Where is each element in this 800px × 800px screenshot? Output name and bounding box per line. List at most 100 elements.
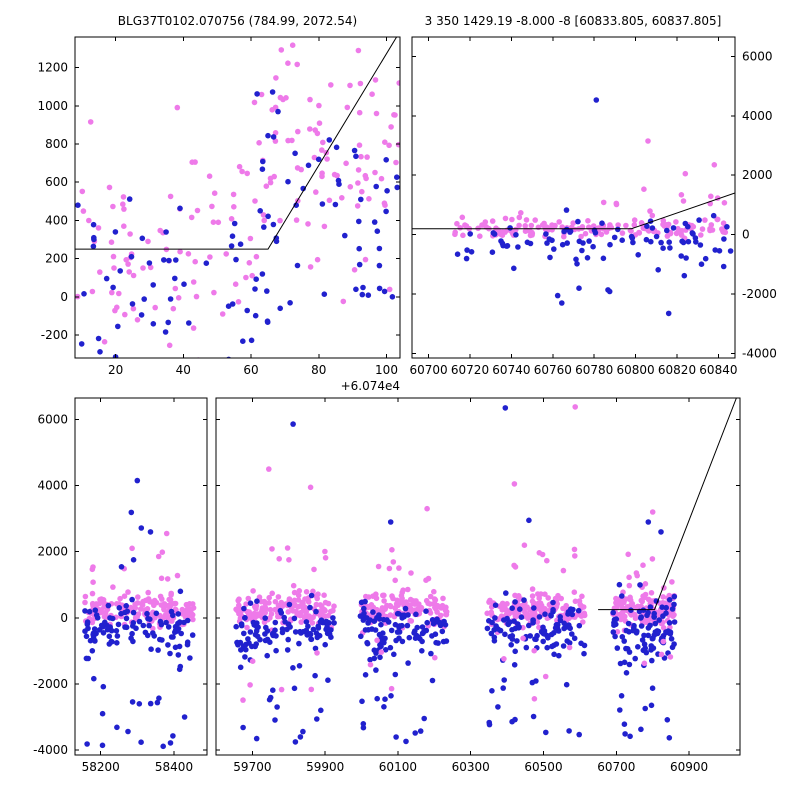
x-tick-label: 58400: [155, 760, 193, 774]
scatter-outlier-magenta: [424, 505, 430, 512]
x-tick-label: 60: [243, 363, 258, 377]
axes-spines: [74, 397, 208, 756]
scatter-cluster-magenta: [625, 551, 675, 590]
x-tick-label: 60840: [699, 363, 737, 377]
x-tick-label: 60780: [575, 363, 613, 377]
scatter-outlier-blue: [658, 529, 664, 535]
scatter-cluster-blue: [83, 644, 188, 750]
fit-line: [75, 37, 398, 250]
scatter-outlier-magenta: [511, 481, 518, 487]
y-tick-label: 6000: [742, 49, 773, 63]
scatter-cluster-blue: [486, 642, 582, 738]
axes-spines: [215, 397, 741, 756]
y-tick-label: 2000: [37, 545, 68, 559]
subplot-top-left: 20 40 60 80 100 -200 0 200 400 600 800 1000 1200 +6.0…: [37, 36, 401, 393]
x-tick-label: 59700: [233, 760, 271, 774]
x-axis-offset-label: +6.074e4: [341, 379, 400, 393]
y-tick-label: 1200: [37, 61, 68, 75]
y-tick-label: 400: [45, 213, 68, 227]
x-tick-label: 100: [375, 363, 398, 377]
y-tick-label: 6000: [37, 413, 68, 427]
scatter-cluster-blue: [75, 108, 400, 358]
x-tick-label: 60100: [379, 760, 417, 774]
scatter-outlier-blue: [387, 519, 394, 525]
scatter-cluster-blue: [357, 598, 450, 666]
x-tick-label: 60800: [617, 363, 655, 377]
scatter-cluster-magenta: [367, 637, 438, 692]
scatter-cluster-blue: [617, 644, 673, 741]
axes-spines: [411, 36, 736, 359]
scatter-cluster-blue: [82, 588, 196, 662]
x-tick-label: 60300: [452, 760, 490, 774]
x-tick-label: 60500: [524, 760, 562, 774]
x-tick-label: 60700: [597, 760, 635, 774]
scatter-cluster-magenta: [233, 588, 337, 633]
scatter-cluster-blue: [359, 650, 436, 745]
x-tick-label: 60820: [658, 363, 696, 377]
scatter-outlier-magenta: [163, 530, 170, 537]
subplot-top-right: 60700 60720 60740 60760 60780 60800 60820 60840…: [410, 36, 777, 377]
scatter-cluster-blue: [484, 590, 588, 659]
y-tick-label: 800: [45, 137, 68, 151]
y-tick-label: 0: [742, 228, 750, 242]
x-tick-label: 80: [311, 363, 326, 377]
x-tick-label: 60720: [451, 363, 489, 377]
x-tick-label: 60700: [410, 363, 448, 377]
x-tick-label: 40: [176, 363, 191, 377]
scatter-cluster-blue: [118, 509, 154, 570]
right-plot-title: 3 350 1429.19 -8.000 -8 [60833.805, 6083…: [424, 14, 722, 28]
scatter-outlier-magenta: [645, 138, 651, 144]
x-tick-label: 60900: [670, 760, 708, 774]
x-tick-label: 60760: [534, 363, 572, 377]
scatter-cluster-blue: [233, 592, 337, 671]
scatter-cluster-magenta: [511, 542, 578, 597]
y-tick-label: -200: [41, 328, 68, 342]
left-plot-title: BLG37T0102.070756 (784.99, 2072.54): [117, 14, 358, 28]
scatter-cluster-blue: [254, 89, 400, 215]
subplot-bottom-left: 58200 58400 -4000 -2000 0 2000 4000 6000: [33, 397, 208, 774]
scatter-cluster-magenta: [375, 547, 432, 593]
y-tick-label: 4000: [742, 109, 773, 123]
x-tick-label: 59900: [306, 760, 344, 774]
scatter-cluster-blue: [454, 207, 734, 270]
scatter-outlier-magenta: [711, 162, 718, 168]
axes-spines: [74, 36, 401, 359]
scatter-cluster-magenta: [260, 42, 400, 204]
scatter-outlier-magenta: [649, 509, 656, 515]
scatter-outlier-blue: [645, 519, 652, 525]
fit-line: [598, 398, 737, 611]
y-tick-label: 600: [45, 175, 68, 189]
scatter-outlier-magenta: [307, 484, 314, 491]
scatter-outlier-blue: [526, 517, 532, 524]
scatter-cluster-blue: [240, 646, 331, 745]
scatter-outlier-blue: [502, 405, 509, 411]
scatter-cluster-magenta: [501, 635, 573, 702]
scatter-outlier-blue: [593, 97, 600, 103]
scatter-cluster-magenta: [89, 545, 181, 597]
fit-line: [412, 192, 735, 230]
scatter-cluster-magenta: [358, 587, 450, 636]
scatter-outlier-magenta: [266, 466, 272, 472]
y-tick-label: 1000: [37, 99, 68, 113]
scatter-outlier-magenta: [572, 404, 578, 410]
y-tick-label: -4000: [742, 347, 777, 361]
y-tick-label: -2000: [33, 677, 68, 691]
x-tick-label: 20: [108, 363, 123, 377]
scatter-outlier-magenta: [682, 170, 689, 177]
y-tick-label: 0: [60, 290, 68, 304]
scatter-cluster-magenta: [75, 91, 400, 358]
y-tick-label: -2000: [742, 287, 777, 301]
x-tick-label: 60740: [492, 363, 530, 377]
scatter-cluster-magenta: [641, 638, 674, 667]
scatter-outlier-blue: [290, 421, 296, 427]
scatter-outlier-blue: [134, 477, 141, 484]
y-tick-label: 2000: [742, 168, 773, 182]
x-tick-label: 58200: [82, 760, 120, 774]
y-tick-label: -4000: [33, 743, 68, 757]
y-tick-label: 4000: [37, 479, 68, 493]
subplot-bottom-right: 59700 59900 60100 60300 60500 60700 60900: [215, 397, 741, 774]
y-tick-label: 0: [60, 611, 68, 625]
scatter-cluster-blue: [511, 254, 688, 306]
